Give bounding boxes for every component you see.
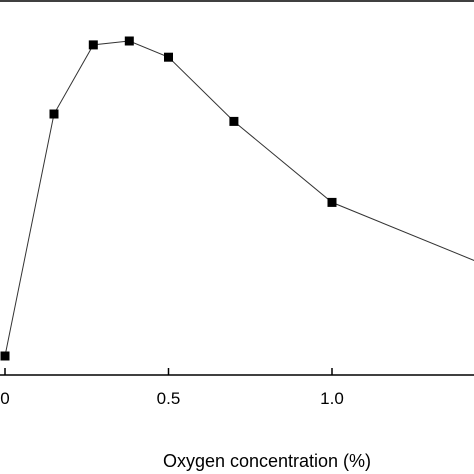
data-point xyxy=(229,116,239,126)
x-tick-label: 0 xyxy=(0,389,9,408)
data-point xyxy=(88,40,98,50)
x-axis-title: Oxygen concentration (%) xyxy=(163,451,371,471)
plot-frame xyxy=(0,0,474,376)
x-tick-label: 1.0 xyxy=(320,389,344,408)
series-line xyxy=(4,40,474,357)
x-ticks: 00.51.01.52.02.5 xyxy=(0,368,344,408)
data-point xyxy=(0,351,10,361)
data-points xyxy=(0,36,337,361)
x-tick-label: 0.5 xyxy=(157,389,181,408)
data-point xyxy=(327,197,337,207)
series-group xyxy=(0,36,474,361)
data-point xyxy=(164,52,173,62)
data-point xyxy=(124,36,134,46)
data-point xyxy=(49,109,59,119)
